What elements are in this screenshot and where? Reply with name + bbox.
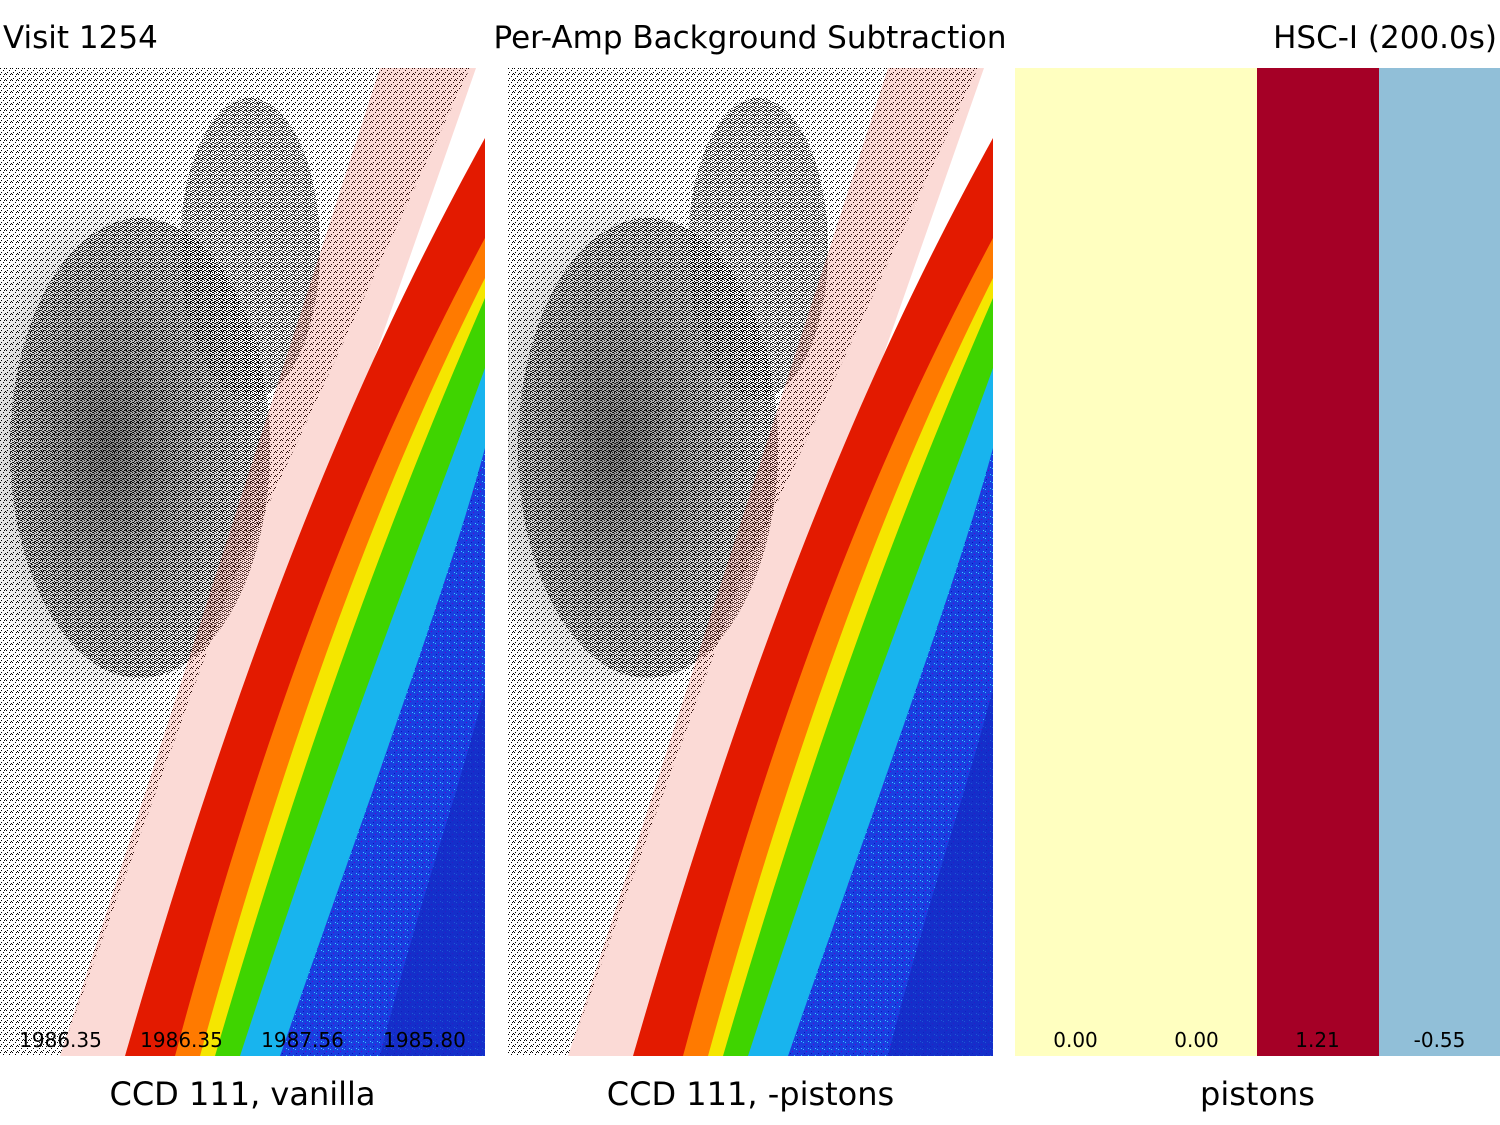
pistons-panel: 0.00 0.00 1.21 -0.55	[1015, 68, 1500, 1056]
visit-label: Visit 1254	[3, 20, 158, 56]
piston-amp-2	[1136, 68, 1257, 1056]
ccd-image-minus-pistons	[508, 68, 993, 1056]
amp-value-1: 1986.35	[19, 1028, 102, 1052]
amp-value-3: 1987.56	[261, 1028, 344, 1052]
amp-value-4: 1985.80	[383, 1028, 466, 1052]
caption-vanilla: CCD 111, vanilla	[109, 1075, 376, 1113]
ccd-image-vanilla: 1986.35 1986.35 1987.56 1985.80	[0, 68, 485, 1056]
piston-value-2: 0.00	[1174, 1028, 1219, 1052]
piston-value-1: 0.00	[1053, 1028, 1098, 1052]
figure-title: Per-Amp Background Subtraction	[493, 20, 1007, 56]
caption-pistons: pistons	[1200, 1075, 1315, 1113]
caption-minus-pistons: CCD 111, -pistons	[606, 1075, 895, 1113]
filter-exposure-label: HSC-I (200.0s)	[1273, 20, 1497, 56]
amp-value-2: 1986.35	[140, 1028, 223, 1052]
piston-amp-4	[1379, 68, 1500, 1056]
piston-value-4: -0.55	[1413, 1028, 1466, 1052]
ccd-image-minus-pistons-map	[508, 68, 993, 1056]
piston-amp-3	[1257, 68, 1379, 1056]
piston-value-3: 1.21	[1295, 1028, 1340, 1052]
ccd-image-vanilla-map	[0, 68, 485, 1056]
piston-amp-1	[1015, 68, 1136, 1056]
